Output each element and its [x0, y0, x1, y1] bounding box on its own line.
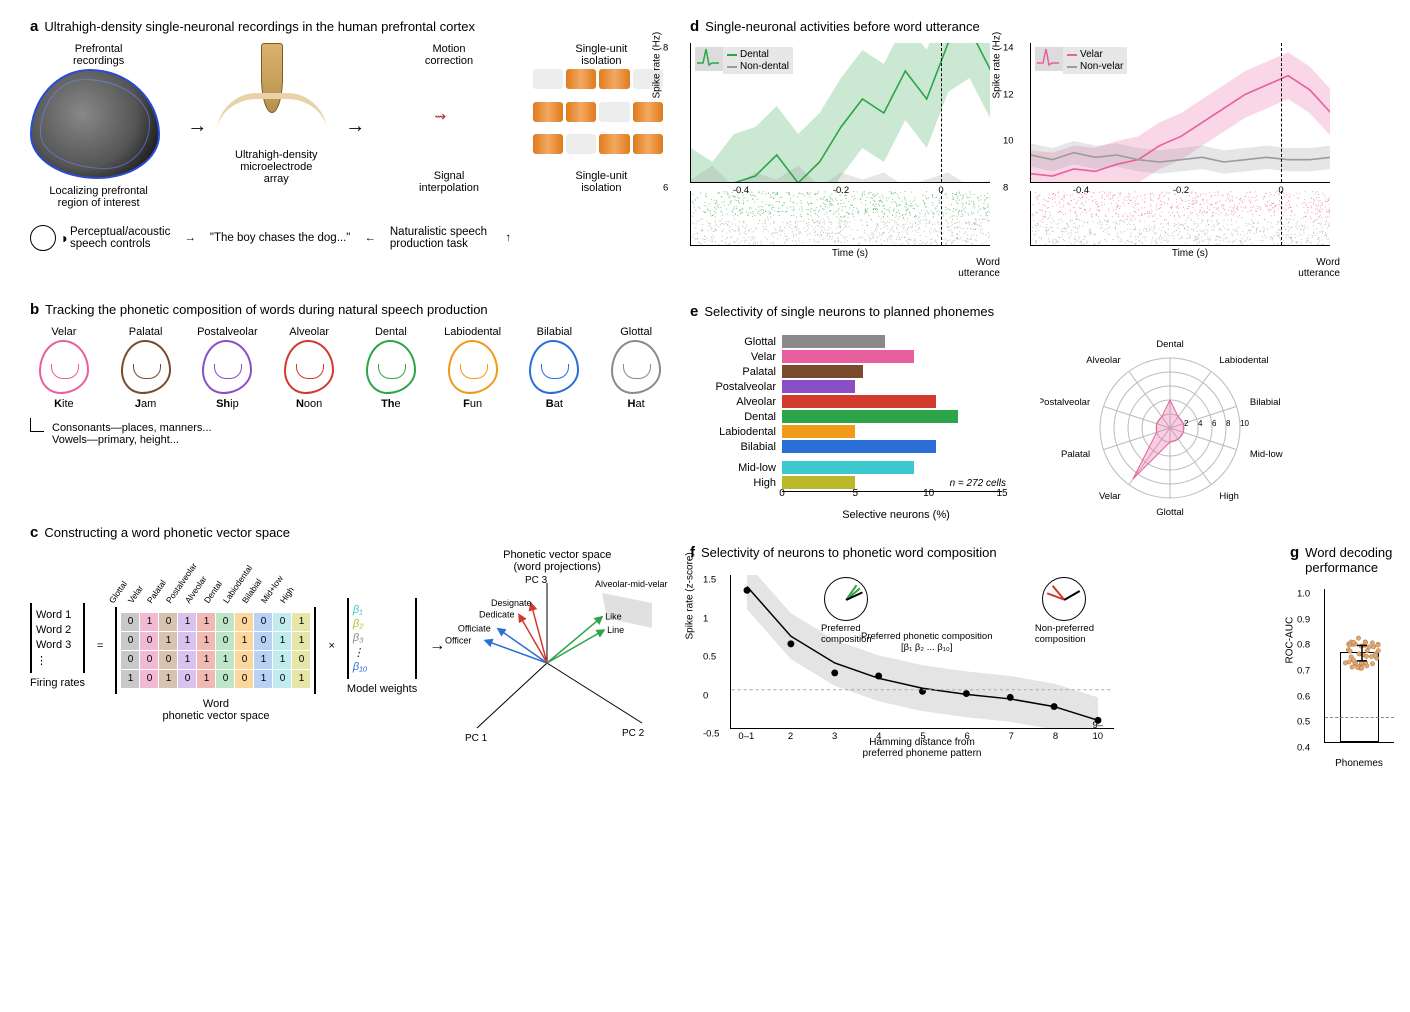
arrow-icon: →	[184, 232, 196, 244]
arrow-icon: ←	[364, 232, 376, 244]
svg-text:Officiate: Officiate	[458, 624, 491, 634]
a-iso-caption: Single-unit isolation	[533, 170, 670, 194]
svg-text:Like: Like	[605, 612, 622, 622]
svg-text:Palatal: Palatal	[1061, 449, 1090, 460]
phoneme-head-alveolar: Alveolar Noon	[275, 326, 343, 410]
panel-d: d Single-neuronal activities before word…	[690, 18, 1410, 293]
panel-e: e Selectivity of single neurons to plann…	[690, 303, 1410, 528]
head-speaker-icon	[30, 225, 56, 251]
panel-a: a Ultrahigh-density single-neuronal reco…	[30, 18, 670, 283]
panel-g: g Word decoding performance ROC-AUC 0.40…	[1290, 544, 1410, 789]
panel-a-title: Ultrahigh-density single-neuronal record…	[44, 19, 475, 34]
svg-text:4: 4	[1198, 419, 1203, 428]
svg-text:PC 1: PC 1	[465, 733, 488, 744]
psth-chart-0: Spike rate (Hz) Dental Non-dental 68 -0.…	[690, 43, 1010, 293]
phonetic-vector-space: PC 1PC 2PC 3Alveolar-mid-velarLikeLineOf…	[457, 573, 657, 743]
arrow-icon: →	[429, 637, 445, 655]
panel-c-label: c	[30, 524, 38, 541]
a-sig-caption: Signal interpolation	[385, 170, 512, 194]
a-sentence: "The boy chases the dog..."	[210, 232, 351, 244]
panel-g-title: Word decoding performance	[1305, 545, 1392, 575]
svg-text:PC 3: PC 3	[525, 575, 548, 586]
svg-text:6: 6	[1212, 419, 1217, 428]
phoneme-radar: Dental Labiodental Bilabial Mid-low High Glot…	[1040, 328, 1300, 528]
panel-c-title: Constructing a word phonetic vector spac…	[44, 525, 290, 540]
svg-text:Bilabial: Bilabial	[1250, 397, 1281, 408]
b-note1: Consonants—places, manners...	[52, 422, 212, 434]
svg-text:Postalveolar: Postalveolar	[1040, 397, 1090, 408]
svg-text:2: 2	[1184, 419, 1189, 428]
phoneme-head-bilabial: Bilabial Bat	[521, 326, 589, 410]
a-brain-caption: Localizing prefrontal region of interest	[30, 185, 167, 209]
a-su-label: Single-unit isolation	[533, 43, 670, 67]
panel-f: f Selectivity of neurons to phonetic wor…	[690, 544, 1262, 789]
arrow-icon: →	[187, 115, 207, 138]
panel-d-title: Single-neuronal activities before word u…	[705, 19, 980, 34]
svg-text:Dental: Dental	[1156, 339, 1183, 350]
panel-b-title: Tracking the phonetic composition of wor…	[45, 302, 488, 317]
panel-g-label: g	[1290, 544, 1299, 561]
e-xlabel: Selective neurons (%)	[782, 509, 1010, 521]
svg-text:Alveolar: Alveolar	[1086, 355, 1120, 366]
arrow-icon: →	[501, 232, 513, 244]
c-proj-title: Phonetic vector space (word projections)	[457, 549, 657, 573]
phoneme-head-labiodental: Labiodental Fun	[439, 326, 507, 410]
phoneme-head-dental: Dental The	[357, 326, 425, 410]
phoneme-head-postalveolar: Postalveolar Ship	[194, 326, 262, 410]
hamming-chart: Spike rate (z-score) -0.500.511.50–12345…	[690, 569, 1120, 759]
signal-interp-icon: ⇝	[385, 69, 495, 164]
c-mat-label: Word phonetic vector space	[115, 698, 316, 722]
g-xlabel: Phonemes	[1324, 758, 1394, 769]
svg-text:Officer: Officer	[445, 635, 471, 645]
svg-text:PC 2: PC 2	[622, 728, 645, 739]
microelectrode-icon	[227, 43, 317, 143]
f-ylabel: Spike rate (z-score)	[685, 552, 696, 639]
phoneme-selectivity-bars: GlottalVelarPalatalPostalveolarAlveolarD…	[690, 335, 1010, 521]
svg-text:Dedicate: Dedicate	[479, 610, 515, 620]
panel-b-label: b	[30, 301, 39, 318]
c-fr-label: Firing rates	[30, 677, 85, 689]
svg-text:Line: Line	[607, 625, 624, 635]
brain-mri-icon	[30, 69, 160, 179]
a-motion-label: Motion correction	[385, 43, 512, 67]
panel-a-label: a	[30, 18, 38, 35]
panel-b: b Tracking the phonetic composition of w…	[30, 301, 670, 496]
a-task: Naturalistic speech production task	[390, 226, 487, 250]
b-note2: Vowels—primary, height...	[52, 434, 212, 446]
panel-d-label: d	[690, 18, 699, 35]
phoneme-head-glottal: Glottal Hat	[602, 326, 670, 410]
svg-text:Velar: Velar	[1099, 491, 1121, 502]
svg-text:Mid-low: Mid-low	[1250, 449, 1283, 460]
panel-e-title: Selectivity of single neurons to planned…	[704, 304, 994, 319]
svg-text:8: 8	[1226, 419, 1231, 428]
single-unit-icon	[533, 69, 663, 164]
g-ylabel: ROC-AUC	[1285, 617, 1296, 664]
arrow-icon: →	[345, 115, 365, 138]
phoneme-head-palatal: Palatal Jam	[112, 326, 180, 410]
a-percept: Perceptual/acoustic speech controls	[70, 226, 170, 250]
panel-f-title: Selectivity of neurons to phonetic word …	[701, 545, 997, 560]
roc-auc-chart: ROC-AUC 0.40.50.60.70.80.91.0 Phonemes	[1290, 583, 1400, 773]
panel-e-label: e	[690, 303, 698, 320]
a-prefrontal-label: Prefrontal recordings	[30, 43, 167, 67]
c-weights-label: Model weights	[347, 683, 417, 695]
svg-text:High: High	[1219, 491, 1239, 502]
svg-text:Labiodental: Labiodental	[1219, 355, 1268, 366]
phoneme-head-velar: Velar Kite	[30, 326, 98, 410]
psth-chart-1: Spike rate (Hz) Velar Non-velar 8101214 …	[1030, 43, 1350, 293]
panel-c: c Constructing a word phonetic vector sp…	[30, 524, 670, 779]
a-probe-caption: Ultrahigh-density microelectrode array	[227, 149, 325, 185]
f-xlabel: Hamming distance from preferred phoneme …	[730, 737, 1114, 759]
svg-text:Glottal: Glottal	[1156, 507, 1183, 518]
svg-text:Designate: Designate	[491, 598, 532, 608]
svg-text:Alveolar-mid-velar: Alveolar-mid-velar	[595, 579, 668, 589]
svg-text:10: 10	[1240, 419, 1249, 428]
elbow-icon	[30, 418, 44, 432]
